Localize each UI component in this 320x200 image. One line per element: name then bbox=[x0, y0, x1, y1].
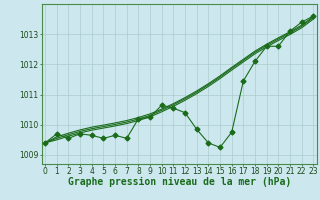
X-axis label: Graphe pression niveau de la mer (hPa): Graphe pression niveau de la mer (hPa) bbox=[68, 177, 291, 187]
